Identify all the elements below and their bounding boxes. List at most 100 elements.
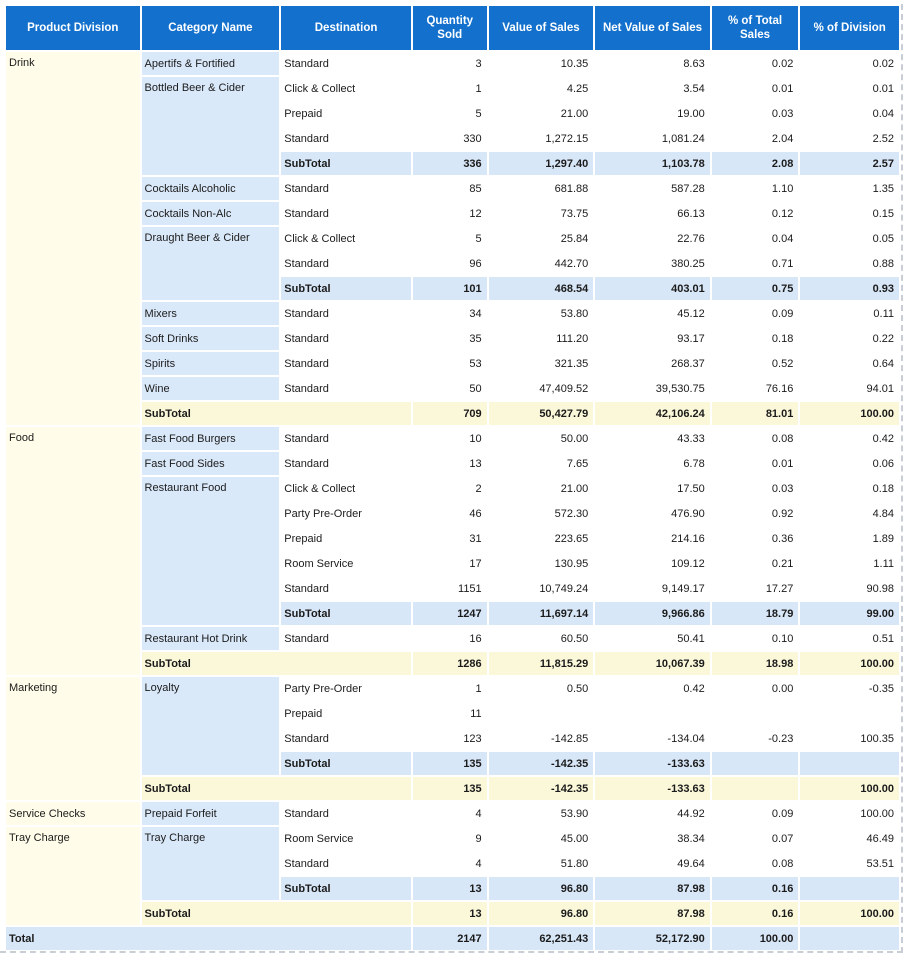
cell-net: 10,067.39 — [595, 652, 710, 675]
cell-pct-total: 0.92 — [711, 502, 799, 525]
table-row-div-subtotal: SubTotal 709 50,427.79 42,106.24 81.01 100.00 — [6, 402, 899, 425]
cell-qty: 31 — [412, 527, 487, 550]
cell-pct-div: 0.64 — [800, 352, 899, 375]
cell-pct-div: 0.05 — [800, 227, 899, 250]
table-row-data: Standard 1151 10,749.24 9,149.17 17.27 90.98 — [6, 577, 899, 600]
cell-value: 96.80 — [488, 877, 594, 900]
cell-pct-div: 1.35 — [800, 177, 899, 200]
table-row-div-subtotal: SubTotal 1286 11,815.29 10,067.39 18.98 100.0… — [6, 652, 899, 675]
cell-pct-div: 100.35 — [800, 727, 899, 750]
cell-value: -142.85 — [488, 727, 594, 750]
cell-pct-total: 0.16 — [711, 902, 799, 925]
cell-destination: Standard — [281, 627, 411, 650]
cell-destination: Standard — [281, 302, 411, 325]
cell-net: 52,172.90 — [595, 927, 710, 950]
cell-category: Draught Beer & Cider — [141, 227, 280, 300]
cell-category: Apertifs & Fortified — [141, 52, 280, 75]
cell-pct-total: 0.18 — [711, 327, 799, 350]
cell-qty: 1247 — [412, 602, 487, 625]
cell-pct-div: 2.52 — [800, 127, 899, 150]
cell-category: Prepaid Forfeit — [141, 802, 280, 825]
header-net-value-of-sales: Net Value of Sales — [595, 6, 710, 50]
cell-net: 214.16 — [595, 527, 710, 550]
cell-value: 223.65 — [488, 527, 594, 550]
cell-pct-total: 76.16 — [711, 377, 799, 400]
table-row-data: Standard 330 1,272.15 1,081.24 2.04 2.52 — [6, 127, 899, 150]
cell-qty: 5 — [412, 102, 487, 125]
header-quantity-sold: Quantity Sold — [412, 6, 487, 50]
cell-pct-div — [800, 702, 899, 725]
cell-qty: 11 — [412, 702, 487, 725]
table-row-data: Wine Standard 50 47,409.52 39,530.75 76.16 94.… — [6, 377, 899, 400]
cell-pct-div: 2.57 — [800, 152, 899, 175]
table-row-grand-total: Total 2147 62,251.43 52,172.90 100.00 — [6, 927, 899, 950]
cell-pct-div: 99.00 — [800, 602, 899, 625]
cell-value: 0.50 — [488, 677, 594, 700]
cell-net: 109.12 — [595, 552, 710, 575]
cell-pct-div — [800, 927, 899, 950]
cell-pct-total: 0.02 — [711, 52, 799, 75]
cell-pct-div: 100.00 — [800, 652, 899, 675]
cell-division: Tray Charge — [6, 827, 140, 925]
cell-value: 4.25 — [488, 77, 594, 100]
cell-qty: 135 — [412, 777, 487, 800]
table-row-data: Tray Charge Tray Charge Room Service 9 45.00… — [6, 827, 899, 925]
table-row-data: Standard 123 -142.85 -134.04 -0.23 100.35 — [6, 727, 899, 750]
cell-net: 17.50 — [595, 477, 710, 500]
table-row-data: Restaurant Hot Drink Standard 16 60.50 50.41… — [6, 627, 899, 650]
cell-pct-total: 0.12 — [711, 202, 799, 225]
cell-pct-total: 0.71 — [711, 252, 799, 275]
cell-pct-div: 94.01 — [800, 377, 899, 400]
cell-net: 43.33 — [595, 427, 710, 450]
cell-pct-total: 100.00 — [711, 927, 799, 950]
cell-category: Restaurant Hot Drink — [141, 627, 280, 650]
cell-destination: SubTotal — [281, 277, 411, 300]
cell-division: Food — [6, 427, 140, 675]
cell-net: 380.25 — [595, 252, 710, 275]
table-row-data: Draught Beer & Cider Click & Collect 5 25.8… — [6, 227, 899, 300]
table-row-data: Marketing Loyalty Party Pre-Order 1 0.50 0.42… — [6, 677, 899, 800]
cell-pct-total: 0.01 — [711, 452, 799, 475]
cell-pct-div: 0.22 — [800, 327, 899, 350]
cell-value: 51.80 — [488, 852, 594, 875]
table-row-data: Standard 4 51.80 49.64 0.08 53.51 — [6, 852, 899, 875]
cell-category: Bottled Beer & Cider — [141, 77, 280, 175]
cell-pct-total: 81.01 — [711, 402, 799, 425]
cell-destination: Standard — [281, 127, 411, 150]
cell-net: 49.64 — [595, 852, 710, 875]
cell-value: 96.80 — [488, 902, 594, 925]
cell-net: 45.12 — [595, 302, 710, 325]
cell-value — [488, 702, 594, 725]
cell-destination: Party Pre-Order — [281, 502, 411, 525]
cell-destination: Prepaid — [281, 702, 411, 725]
cell-pct-div: 0.04 — [800, 102, 899, 125]
cell-destination: Prepaid — [281, 527, 411, 550]
table-row-data: Cocktails Non-Alc Standard 12 73.75 66.13 0.1… — [6, 202, 899, 225]
cell-pct-div: -0.35 — [800, 677, 899, 700]
cell-category: Tray Charge — [141, 827, 280, 900]
cell-total-label: Total — [6, 927, 411, 950]
cell-value: 130.95 — [488, 552, 594, 575]
cell-subtotal-label: SubTotal — [141, 652, 411, 675]
cell-qty: 1 — [412, 677, 487, 700]
cell-qty: 13 — [412, 452, 487, 475]
cell-pct-total: 0.09 — [711, 302, 799, 325]
cell-value: 21.00 — [488, 477, 594, 500]
cell-net: 42,106.24 — [595, 402, 710, 425]
cell-category: Fast Food Sides — [141, 452, 280, 475]
table-row-data: Cocktails Alcoholic Standard 85 681.88 587.2… — [6, 177, 899, 200]
cell-category: Soft Drinks — [141, 327, 280, 350]
cell-net: 9,149.17 — [595, 577, 710, 600]
report-body: Drink Apertifs & Fortified Standard 3 10.35 8… — [6, 52, 899, 950]
cell-qty: 135 — [412, 752, 487, 775]
table-row-data: Prepaid 31 223.65 214.16 0.36 1.89 — [6, 527, 899, 550]
cell-net: 403.01 — [595, 277, 710, 300]
cell-destination: Standard — [281, 427, 411, 450]
cell-net: 50.41 — [595, 627, 710, 650]
table-row-data: Standard 96 442.70 380.25 0.71 0.88 — [6, 252, 899, 275]
cell-pct-div — [800, 752, 899, 775]
cell-net: -134.04 — [595, 727, 710, 750]
cell-pct-div: 53.51 — [800, 852, 899, 875]
cell-value: 681.88 — [488, 177, 594, 200]
cell-qty: 4 — [412, 852, 487, 875]
